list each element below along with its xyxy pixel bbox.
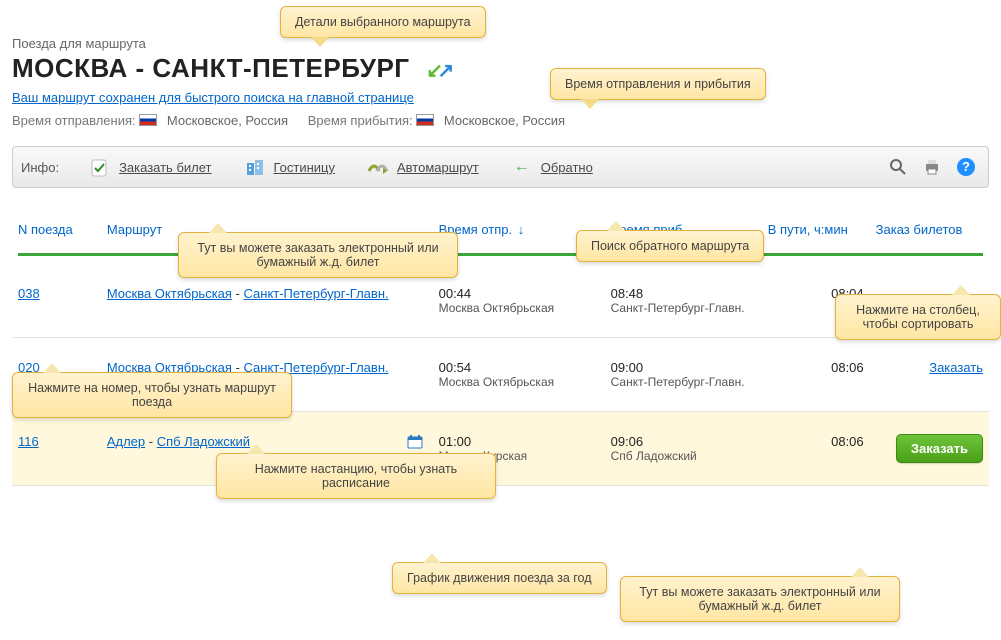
callout-route_details: Детали выбранного маршрута [280, 6, 486, 38]
departure-time: 01:00 [439, 434, 599, 449]
arrow-up-right-icon: ↗ [438, 58, 455, 83]
sort-indicator-icon: ↓ [518, 222, 525, 237]
arrival-time: 09:06 [611, 434, 756, 449]
return-route-label: Обратно [541, 160, 593, 175]
arrival-time: 08:48 [611, 286, 756, 301]
help-icon: ? [957, 158, 975, 176]
table-row: 116Адлер - Спб Ладожский01:00Москва Курс… [12, 412, 989, 486]
order-ticket-button[interactable]: Заказать билет [73, 147, 227, 187]
route-arrows-icon [367, 156, 389, 178]
breadcrumb: Поезда для маршрута [12, 36, 989, 51]
arrow-left-icon: ← [511, 156, 533, 178]
car-route-label: Автомаршрут [397, 160, 479, 175]
header-underline [18, 253, 983, 256]
arrival-tz-value: Московское, Россия [444, 113, 565, 128]
route-to-link[interactable]: Спб Ладожский [157, 434, 250, 449]
departure-tz-label: Время отправления: [12, 113, 136, 128]
train-number-link[interactable]: 116 [18, 434, 39, 449]
duration: 08:06 [831, 434, 864, 449]
timezone-line: Время отправления: Московское, Россия Вр… [12, 113, 989, 128]
route-title-text: МОСКВА - САНКТ-ПЕТЕРБУРГ [12, 53, 410, 83]
callout-order_hint: Тут вы можете заказать электронный или б… [178, 232, 458, 278]
info-toolbar: Инфо: Заказать билет Гостиницу Автомаршр… [12, 146, 989, 188]
train-number-link[interactable]: 038 [18, 286, 40, 301]
departure-time: 00:44 [439, 286, 599, 301]
route-title: МОСКВА - САНКТ-ПЕТЕРБУРГ ↙↗ [12, 53, 989, 84]
callout-station_hint: Нажмите настанцию, чтобы узнать расписан… [216, 453, 496, 499]
col-order[interactable]: Заказ билетов [870, 214, 989, 245]
return-route-button[interactable]: ← Обратно [495, 147, 609, 187]
callout-times: Время отправления и прибытия [550, 68, 766, 100]
arrival-station: Спб Ладожский [611, 449, 756, 463]
callout-order_hint2: Тут вы можете заказать электронный или б… [620, 576, 900, 622]
callout-sort_hint: Нажмите на столбец, чтобы сортировать [835, 294, 1001, 340]
help-button[interactable]: ? [952, 153, 980, 181]
hotel-label: Гостиницу [274, 160, 336, 175]
callout-train_number: Нажмите на номер, чтобы узнать маршрут п… [12, 372, 292, 418]
order-link[interactable]: Заказать [929, 360, 983, 375]
duration: 08:06 [831, 360, 864, 375]
arrival-tz-label: Время прибытия: [308, 113, 413, 128]
search-button[interactable] [884, 153, 912, 181]
departure-station: Москва Октябрьская [439, 301, 599, 315]
car-route-button[interactable]: Автомаршрут [351, 147, 495, 187]
print-button[interactable] [918, 153, 946, 181]
calendar-icon[interactable] [407, 434, 423, 452]
table-header-row: N поезда Маршрут Время отпр. ↓ Время при… [12, 214, 989, 245]
arrival-station: Санкт-Петербург-Главн. [611, 301, 756, 315]
route-from-link[interactable]: Москва Октябрьская [107, 286, 232, 301]
page-root: Поезда для маршрута МОСКВА - САНКТ-ПЕТЕР… [0, 0, 1001, 526]
printer-icon [921, 156, 943, 178]
flag-ru-icon [139, 114, 157, 126]
ticket-check-icon [89, 156, 111, 178]
flag-ru-icon [416, 114, 434, 126]
hotel-button[interactable]: Гостиницу [228, 147, 352, 187]
magnifier-icon [887, 156, 909, 178]
saved-route-link[interactable]: Ваш маршрут сохранен для быстрого поиска… [12, 90, 414, 105]
toolbar-info-label: Инфо: [21, 160, 59, 175]
route-from-link[interactable]: Адлер [107, 434, 145, 449]
swap-route-icon[interactable]: ↙↗ [423, 60, 458, 82]
col-duration[interactable]: В пути, ч:мин [762, 214, 870, 245]
callout-return_search: Поиск обратного маршрута [576, 230, 764, 262]
arrival-station: Санкт-Петербург-Главн. [611, 375, 756, 389]
callout-calendar_hint: График движения поезда за год [392, 562, 607, 594]
order-ticket-label: Заказать билет [119, 160, 211, 175]
order-button[interactable]: Заказать [896, 434, 983, 463]
trains-table: N поезда Маршрут Время отпр. ↓ Время при… [12, 214, 989, 486]
buildings-icon [244, 156, 266, 178]
departure-station: Москва Октябрьская [439, 375, 599, 389]
departure-tz-value: Московское, Россия [167, 113, 288, 128]
arrival-time: 09:00 [611, 360, 756, 375]
departure-time: 00:54 [439, 360, 599, 375]
col-train-number[interactable]: N поезда [12, 214, 101, 245]
route-to-link[interactable]: Санкт-Петербург-Главн. [244, 286, 389, 301]
